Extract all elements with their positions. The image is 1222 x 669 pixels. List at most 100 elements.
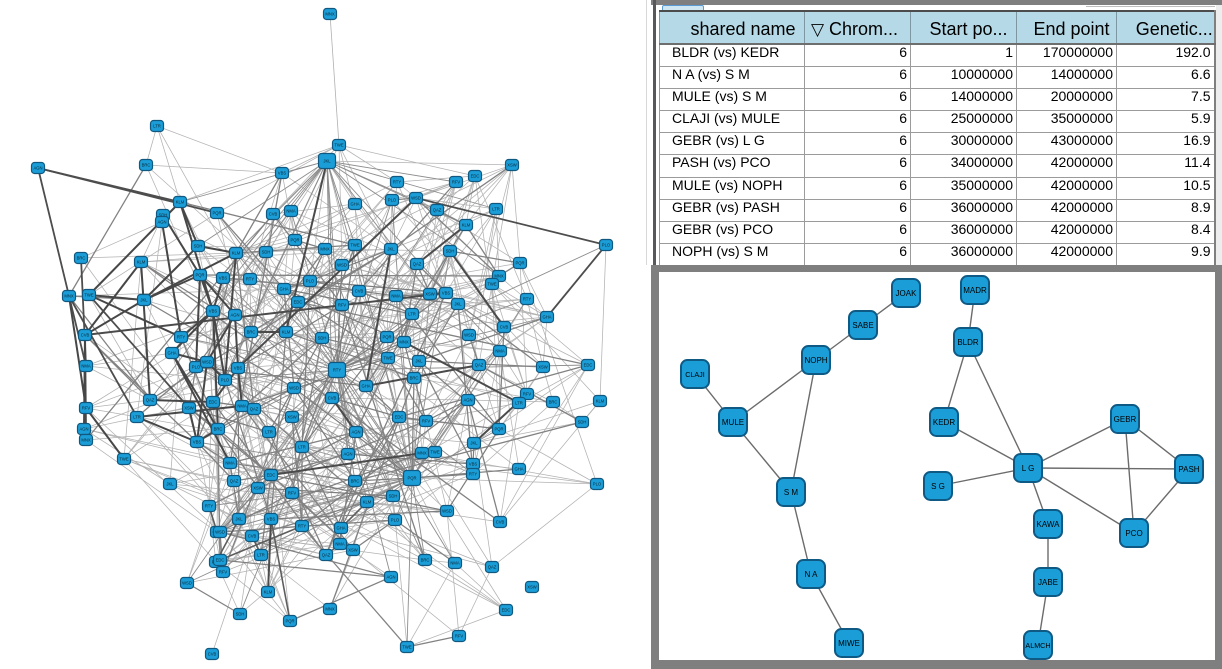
svg-text:BRC: BRC (410, 376, 419, 381)
svg-text:EDC: EDC (294, 300, 303, 305)
svg-text:RFV: RFV (288, 491, 297, 496)
svg-text:PLO: PLO (306, 279, 315, 284)
svg-text:PLO: PLO (192, 365, 201, 370)
svg-text:NMA: NMA (391, 294, 401, 299)
svg-text:BRC: BRC (421, 558, 430, 563)
svg-text:RTY: RTY (205, 504, 214, 509)
svg-text:NMA: NMA (335, 542, 345, 547)
svg-text:KLM: KLM (232, 251, 241, 256)
svg-text:BRC: BRC (77, 256, 86, 261)
svg-text:WSD: WSD (442, 509, 452, 514)
svg-text:PQR: PQR (382, 335, 391, 340)
svg-text:GHA: GHA (167, 351, 176, 356)
svg-text:RTY: RTY (333, 368, 342, 373)
svg-text:TWE: TWE (119, 457, 129, 462)
svg-text:RFV: RFV (422, 419, 431, 424)
svg-text:WSD: WSD (464, 333, 474, 338)
svg-text:RFV: RFV (219, 570, 228, 575)
svg-text:JKL: JKL (140, 298, 148, 303)
svg-text:EDC: EDC (209, 400, 218, 405)
svg-text:QAZ: QAZ (433, 208, 442, 213)
svg-text:PQR: PQR (290, 238, 299, 243)
svg-text:NMA: NMA (237, 404, 247, 409)
svg-text:JKL: JKL (387, 247, 395, 252)
svg-text:EDC: EDC (395, 415, 404, 420)
svg-text:LTR: LTR (408, 312, 416, 317)
svg-text:VBS: VBS (442, 291, 451, 296)
svg-text:QAZ: QAZ (413, 262, 422, 267)
svg-text:MNX: MNX (64, 294, 74, 299)
svg-text:PASH: PASH (1178, 465, 1199, 474)
svg-text:XSW: XSW (253, 486, 263, 491)
svg-text:VBS: VBS (469, 462, 478, 467)
svg-text:VBS: VBS (267, 517, 276, 522)
svg-text:CVB: CVB (269, 212, 278, 217)
svg-text:WSD: WSD (215, 530, 225, 535)
svg-text:CVB: CVB (328, 396, 337, 401)
svg-text:GEBR: GEBR (1114, 415, 1137, 424)
svg-text:SDH: SDH (262, 250, 271, 255)
svg-text:KLM: KLM (137, 260, 146, 265)
svg-text:MIWE: MIWE (838, 639, 860, 648)
svg-text:RTY: RTY (469, 472, 478, 477)
svg-text:WSD: WSD (411, 196, 421, 201)
svg-text:VBS: VBS (209, 309, 218, 314)
svg-text:TWE: TWE (402, 645, 412, 650)
svg-text:KLM: KLM (264, 590, 273, 595)
svg-text:XSW: XSW (348, 548, 358, 553)
svg-text:MNX: MNX (320, 247, 330, 252)
svg-text:WSD: WSD (182, 581, 192, 586)
svg-text:VBS: VBS (234, 366, 243, 371)
svg-text:BRC: BRC (351, 479, 360, 484)
svg-text:PLO: PLO (593, 482, 602, 487)
svg-text:PQR: PQR (285, 619, 294, 624)
svg-text:RTY: RTY (298, 524, 307, 529)
svg-text:BLDR: BLDR (957, 338, 979, 347)
svg-text:CVB: CVB (496, 520, 505, 525)
svg-text:JOAK: JOAK (896, 289, 918, 298)
svg-text:MNX: MNX (81, 438, 91, 443)
svg-text:JKL: JKL (166, 482, 174, 487)
svg-text:PCO: PCO (1125, 529, 1142, 538)
svg-text:MNX: MNX (399, 340, 409, 345)
svg-text:PLO: PLO (388, 198, 397, 203)
svg-text:TWE: TWE (84, 293, 94, 298)
svg-text:BRC: BRC (549, 400, 558, 405)
svg-text:RFV: RFV (338, 303, 347, 308)
svg-text:GHA: GHA (279, 287, 288, 292)
svg-text:CVB: CVB (81, 333, 90, 338)
svg-text:GHA: GHA (514, 467, 523, 472)
svg-text:QAZ: QAZ (488, 565, 497, 570)
svg-text:L G: L G (1022, 464, 1035, 473)
svg-text:XSW: XSW (425, 292, 435, 297)
svg-text:BRC: BRC (214, 427, 223, 432)
svg-text:KLM: KLM (462, 223, 471, 228)
svg-text:WSD: WSD (337, 263, 347, 268)
svg-text:VBS: VBS (193, 440, 202, 445)
svg-text:PQR: PQR (515, 261, 524, 266)
svg-text:SDH: SDH (236, 612, 245, 617)
svg-text:XSW: XSW (184, 406, 194, 411)
svg-text:LTR: LTR (298, 445, 306, 450)
svg-text:KLM: KLM (596, 399, 605, 404)
svg-text:GHA: GHA (542, 315, 551, 320)
svg-text:BRC: BRC (247, 330, 256, 335)
svg-text:PQR: PQR (407, 476, 416, 481)
svg-text:LTR: LTR (153, 124, 161, 129)
svg-text:PQR: PQR (195, 273, 204, 278)
svg-text:JKL: JKL (235, 517, 243, 522)
svg-text:MNX: MNX (417, 451, 427, 456)
svg-text:CVB: CVB (208, 652, 217, 657)
svg-text:NMA: NMA (495, 349, 505, 354)
svg-text:KAWA: KAWA (1037, 520, 1061, 529)
svg-text:CVB: CVB (500, 325, 509, 330)
svg-text:JABE: JABE (1038, 578, 1058, 587)
svg-text:KLM: KLM (363, 500, 372, 505)
svg-text:EDC: EDC (267, 473, 276, 478)
svg-text:ALMCH: ALMCH (1025, 641, 1050, 650)
svg-text:MNX: MNX (325, 607, 335, 612)
svg-text:GHA: GHA (361, 384, 370, 389)
svg-text:AGN: AGN (343, 452, 352, 457)
svg-text:PLO: PLO (602, 243, 611, 248)
svg-text:WSD: WSD (202, 360, 212, 365)
